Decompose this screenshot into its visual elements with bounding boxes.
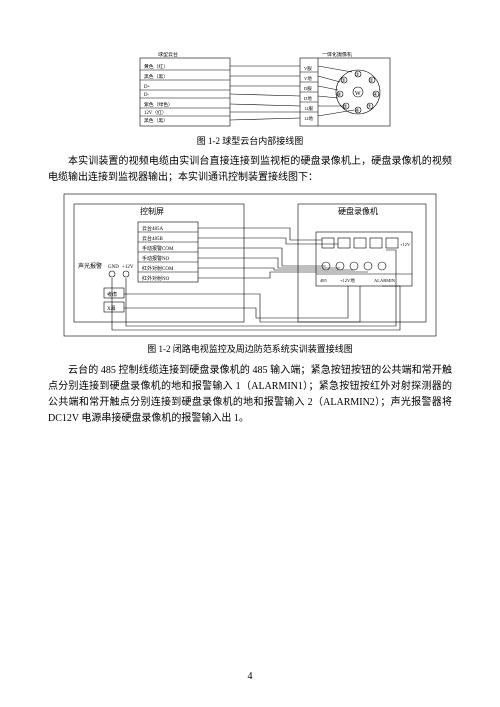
- svg-text:手动报警COM: 手动报警COM: [142, 245, 174, 252]
- svg-text:D-: D-: [144, 93, 149, 98]
- svg-text:③: ③: [341, 78, 346, 84]
- svg-text:紫色（绿色）: 紫色（绿色）: [144, 101, 173, 108]
- svg-text:+12V: +12V: [400, 242, 411, 247]
- svg-text:红外对射NO: 红外对射NO: [142, 275, 170, 282]
- svg-text:+12V: +12V: [122, 265, 134, 270]
- svg-text:D+: D+: [144, 85, 150, 90]
- figure-1-caption: 图 1-2 球型云台内部接线图: [48, 134, 452, 148]
- svg-text:红外对射COM: 红外对射COM: [142, 265, 174, 272]
- svg-text:+12V地: +12V地: [340, 277, 355, 283]
- paragraph-1: 本实训装置的视频电缆由实训台直接连接到监视柜的硬盘录像机上，硬盘录像机的视频电缆…: [48, 154, 452, 186]
- page-number: 4: [0, 669, 500, 685]
- figure-1-diagram: 球型云台 黄色（红） 黑色（黑） D+ D- 紫色（绿色） 12V（红） 黑色（…: [100, 52, 400, 132]
- figure-2-caption: 图 1-2 闭路电视监控及周边防范系统实训装置接线图: [48, 342, 452, 356]
- svg-text:一体化摄像机: 一体化摄像机: [322, 52, 352, 58]
- svg-text:①: ①: [355, 72, 360, 78]
- svg-text:⑥: ⑥: [355, 108, 360, 114]
- svg-text:GND: GND: [108, 265, 119, 270]
- content: 球型云台 黄色（红） 黑色（黑） D+ D- 紫色（绿色） 12V（红） 黑色（…: [0, 0, 500, 470]
- svg-text:⑦: ⑦: [367, 104, 372, 110]
- svg-text:硬盘录像机: 硬盘录像机: [338, 206, 378, 216]
- svg-text:12地: 12地: [304, 115, 314, 121]
- svg-text:⑤: ⑤: [343, 104, 348, 110]
- svg-text:V地: V地: [304, 75, 312, 81]
- svg-text:声光报警: 声光报警: [78, 262, 102, 270]
- paragraph-2: 云台的 485 控制线缆连接到硬盘录像机的 485 输入端；紧急按钮按钮的公共端…: [48, 363, 452, 427]
- svg-text:云台485B: 云台485B: [142, 235, 164, 242]
- svg-text:ALARMIN: ALARMIN: [374, 278, 396, 283]
- figure-2-diagram: 控制屏 云台485A 云台485B 手动报警COM 手动报警NO 红外对射COM…: [60, 190, 440, 340]
- svg-text:云台485A: 云台485A: [142, 225, 164, 232]
- svg-text:D地: D地: [304, 95, 312, 101]
- svg-text:485: 485: [320, 278, 328, 283]
- svg-text:黑色（黑）: 黑色（黑）: [144, 73, 168, 80]
- svg-text:黑色（黑）: 黑色（黑）: [144, 117, 168, 124]
- svg-text:手动报警NO: 手动报警NO: [142, 255, 170, 262]
- svg-text:⑧: ⑧: [337, 92, 342, 98]
- svg-text:X幕: X幕: [107, 305, 116, 312]
- svg-text:W: W: [355, 91, 361, 97]
- svg-text:球型云台: 球型云台: [158, 52, 178, 58]
- svg-text:黄色（红）: 黄色（红）: [144, 63, 168, 70]
- svg-text:②: ②: [369, 78, 374, 84]
- page: 球型云台 黄色（红） 黑色（黑） D+ D- 紫色（绿色） 12V（红） 黑色（…: [0, 0, 500, 707]
- svg-text:④: ④: [373, 92, 378, 98]
- svg-text:12V（红）: 12V（红）: [144, 109, 167, 116]
- svg-text:控制屏: 控制屏: [140, 206, 164, 216]
